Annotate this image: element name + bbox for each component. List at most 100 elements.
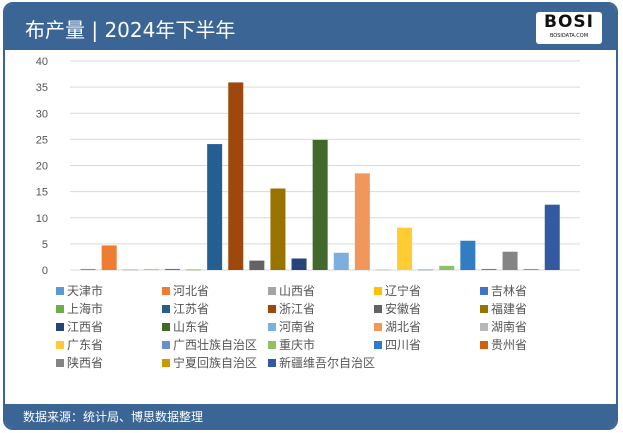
legend-swatch bbox=[162, 322, 170, 331]
y-tick-label: 10 bbox=[36, 213, 48, 225]
legend-item: 宁夏回族自治区 bbox=[162, 354, 257, 371]
legend-label: 河南省 bbox=[279, 320, 316, 334]
legend-label: 山东省 bbox=[173, 320, 210, 334]
y-tick-label: 30 bbox=[36, 108, 48, 120]
legend-item: 广西壮族自治区 bbox=[162, 336, 257, 353]
legend-label: 福建省 bbox=[491, 302, 528, 316]
legend-label: 贵州省 bbox=[491, 338, 528, 352]
legend-label: 浙江省 bbox=[279, 302, 316, 316]
legend-swatch bbox=[162, 304, 170, 313]
y-tick-label: 35 bbox=[36, 82, 48, 94]
legend-item: 湖南省 bbox=[480, 318, 527, 335]
bar-江苏省 bbox=[207, 144, 223, 270]
legend-swatch bbox=[480, 340, 488, 349]
bar-广西壮族自治区 bbox=[418, 269, 434, 271]
legend-label: 山西省 bbox=[279, 284, 316, 298]
legend-label: 上海市 bbox=[67, 302, 104, 316]
header: 布产量 | 2024年下半年 BOSI BOSIDATA.COM bbox=[5, 4, 616, 50]
data-source: 数据来源：统计局、博思数据整理 bbox=[23, 410, 204, 424]
y-tick-label: 15 bbox=[36, 187, 48, 199]
legend-swatch bbox=[480, 286, 488, 295]
legend-swatch bbox=[56, 286, 64, 295]
bar-重庆市 bbox=[439, 265, 455, 270]
legend-swatch bbox=[268, 322, 276, 331]
y-tick-label: 5 bbox=[42, 239, 48, 251]
bar-山西省 bbox=[122, 269, 138, 271]
legend-item: 江西省 bbox=[56, 318, 103, 335]
y-tick-label: 0 bbox=[42, 265, 48, 277]
legend-swatch bbox=[268, 358, 276, 367]
bar-安徽省 bbox=[249, 260, 265, 270]
legend-label: 辽宁省 bbox=[385, 284, 422, 298]
legend-label: 湖北省 bbox=[385, 320, 422, 334]
legend-label: 湖南省 bbox=[491, 320, 528, 334]
bar-江西省 bbox=[291, 258, 307, 270]
legend-label: 宁夏回族自治区 bbox=[173, 356, 258, 370]
legend-item: 陕西省 bbox=[56, 354, 103, 371]
legend-item: 重庆市 bbox=[268, 336, 315, 353]
bar-广东省 bbox=[397, 227, 413, 270]
bar-河北省 bbox=[101, 245, 117, 270]
legend-label: 新疆维吾尔自治区 bbox=[279, 356, 376, 370]
legend-swatch bbox=[374, 304, 382, 313]
legend-item: 福建省 bbox=[480, 300, 527, 317]
legend-swatch bbox=[56, 322, 64, 331]
bar-辽宁省 bbox=[143, 268, 159, 270]
legend-label: 江苏省 bbox=[173, 302, 210, 316]
legend-label: 天津市 bbox=[67, 284, 104, 298]
legend-item: 河南省 bbox=[268, 318, 315, 335]
legend-swatch bbox=[480, 304, 488, 313]
legend-label: 江西省 bbox=[67, 320, 104, 334]
legend-swatch bbox=[374, 322, 382, 331]
legend-swatch bbox=[162, 286, 170, 295]
legend-item: 湖北省 bbox=[374, 318, 421, 335]
legend-swatch bbox=[56, 304, 64, 313]
legend-swatch bbox=[268, 286, 276, 295]
y-tick-label: 25 bbox=[36, 134, 48, 146]
legend-item: 江苏省 bbox=[162, 300, 209, 317]
chart-card: 布产量 | 2024年下半年 BOSI BOSIDATA.COM 数据来源：统计局… bbox=[3, 2, 618, 430]
legend-label: 广西壮族自治区 bbox=[173, 338, 258, 352]
bar-四川省 bbox=[460, 240, 476, 270]
bar-河南省 bbox=[333, 252, 349, 270]
legend-swatch bbox=[374, 286, 382, 295]
bar-陕西省 bbox=[502, 251, 518, 270]
legend-item: 河北省 bbox=[162, 282, 209, 299]
legend-label: 吉林省 bbox=[491, 284, 528, 298]
bar-天津市 bbox=[80, 268, 96, 270]
legend-label: 河北省 bbox=[173, 284, 210, 298]
legend-item: 山东省 bbox=[162, 318, 209, 335]
legend-label: 安徽省 bbox=[385, 302, 422, 316]
bar-福建省 bbox=[270, 188, 286, 270]
bosi-logo: BOSI BOSIDATA.COM bbox=[536, 12, 602, 44]
y-tick-label: 20 bbox=[36, 161, 48, 173]
legend-swatch bbox=[480, 322, 488, 331]
legend-swatch bbox=[56, 358, 64, 367]
bar-贵州省 bbox=[481, 268, 497, 270]
bar-上海市 bbox=[186, 269, 202, 271]
legend-label: 广东省 bbox=[67, 338, 104, 352]
legend-item: 四川省 bbox=[374, 336, 421, 353]
legend-item: 辽宁省 bbox=[374, 282, 421, 299]
bar-浙江省 bbox=[228, 82, 244, 270]
legend-item: 山西省 bbox=[268, 282, 315, 299]
legend-item: 上海市 bbox=[56, 300, 103, 317]
footer: 数据来源：统计局、博思数据整理 bbox=[5, 404, 616, 428]
bar-吉林省 bbox=[164, 268, 180, 270]
legend-label: 四川省 bbox=[385, 338, 422, 352]
bar-山东省 bbox=[312, 139, 328, 270]
legend-item: 广东省 bbox=[56, 336, 103, 353]
page-title: 布产量 | 2024年下半年 bbox=[25, 18, 236, 42]
y-tick-label: 40 bbox=[36, 56, 48, 68]
legend-item: 贵州省 bbox=[480, 336, 527, 353]
bar-湖南省 bbox=[375, 269, 391, 271]
legend-item: 吉林省 bbox=[480, 282, 527, 299]
legend-label: 重庆市 bbox=[279, 338, 316, 352]
legend-item: 新疆维吾尔自治区 bbox=[268, 354, 375, 371]
legend-swatch bbox=[268, 304, 276, 313]
legend-swatch bbox=[162, 340, 170, 349]
legend-item: 浙江省 bbox=[268, 300, 315, 317]
legend-item: 天津市 bbox=[56, 282, 103, 299]
bar-宁夏回族自治区 bbox=[523, 268, 539, 270]
